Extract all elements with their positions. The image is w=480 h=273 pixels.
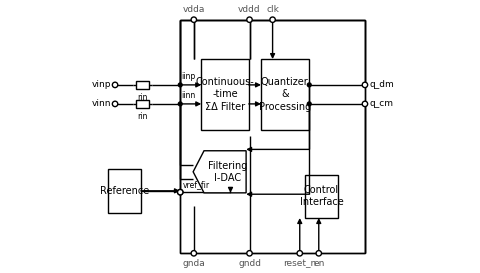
Text: rin: rin bbox=[137, 93, 147, 102]
Circle shape bbox=[179, 83, 182, 87]
Bar bbox=[108, 169, 141, 213]
Text: vinn: vinn bbox=[92, 99, 111, 108]
Text: Control
Interface: Control Interface bbox=[300, 185, 343, 207]
Text: gndd: gndd bbox=[238, 259, 261, 268]
Circle shape bbox=[179, 190, 182, 194]
Circle shape bbox=[247, 251, 252, 256]
Text: clk: clk bbox=[266, 5, 279, 14]
Bar bbox=[305, 174, 338, 218]
Text: Filtering
I-DAC: Filtering I-DAC bbox=[208, 161, 248, 183]
Bar bbox=[201, 59, 249, 130]
Circle shape bbox=[362, 101, 368, 107]
Circle shape bbox=[297, 251, 302, 256]
Text: Continuous-
-time
ΣΔ Filter: Continuous- -time ΣΔ Filter bbox=[196, 77, 254, 112]
Circle shape bbox=[316, 251, 322, 256]
Circle shape bbox=[112, 82, 118, 88]
Text: vdda: vdda bbox=[182, 5, 205, 14]
Circle shape bbox=[362, 82, 368, 88]
Circle shape bbox=[191, 251, 196, 256]
Circle shape bbox=[178, 189, 183, 195]
Circle shape bbox=[112, 101, 118, 107]
Text: iinp: iinp bbox=[181, 72, 196, 81]
Bar bbox=[136, 100, 149, 108]
Bar bbox=[136, 81, 149, 89]
Text: Reference: Reference bbox=[100, 186, 149, 196]
Text: q_dm: q_dm bbox=[369, 80, 394, 89]
Text: vref_fir: vref_fir bbox=[183, 180, 210, 189]
Text: vddd: vddd bbox=[238, 5, 261, 14]
Circle shape bbox=[178, 189, 183, 195]
Circle shape bbox=[307, 83, 311, 87]
Circle shape bbox=[247, 17, 252, 22]
Bar bbox=[180, 20, 365, 253]
Text: iinn: iinn bbox=[181, 91, 196, 100]
Circle shape bbox=[179, 102, 182, 106]
Text: vinp: vinp bbox=[92, 80, 111, 89]
Polygon shape bbox=[193, 151, 246, 193]
Text: rin: rin bbox=[137, 112, 147, 121]
Text: en: en bbox=[313, 259, 324, 268]
Text: q_cm: q_cm bbox=[369, 99, 393, 108]
Circle shape bbox=[191, 17, 196, 22]
Text: reset_n: reset_n bbox=[283, 259, 316, 268]
Circle shape bbox=[270, 17, 276, 22]
Text: gnda: gnda bbox=[182, 259, 205, 268]
Bar bbox=[261, 59, 309, 130]
Text: Quantizer
&
Processing: Quantizer & Processing bbox=[259, 77, 311, 112]
Circle shape bbox=[307, 102, 311, 106]
